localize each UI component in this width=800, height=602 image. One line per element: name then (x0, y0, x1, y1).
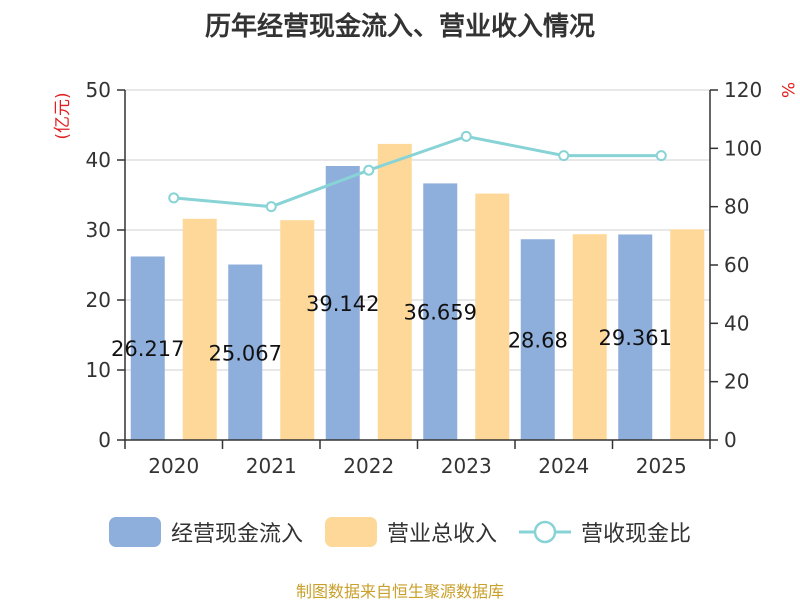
legend-label-ratio: 营收现金比 (581, 522, 692, 547)
source-note: 制图数据来自恒生聚源数据库 (295, 582, 504, 601)
x-tick-label: 2025 (636, 454, 687, 478)
bar-cash-inflow (130, 256, 165, 440)
x-tick-label: 2020 (148, 454, 199, 478)
y-tick-label-right: 0 (724, 428, 737, 452)
y-tick-label-right: 40 (724, 311, 749, 335)
y-tick-label-left: 50 (86, 78, 111, 102)
y-tick-label-left: 40 (86, 148, 111, 172)
legend: 经营现金流入 营业总收入 营收现金比 (0, 516, 800, 548)
legend-item-cash-inflow[interactable]: 经营现金流入 (108, 516, 303, 548)
point-ratio (460, 130, 472, 142)
y-tick-label-right: 80 (724, 195, 749, 219)
y-tick-label-left: 20 (86, 288, 111, 312)
legend-label-revenue: 营业总收入 (386, 522, 497, 547)
y-tick-label-left: 10 (86, 358, 111, 382)
bar-cash-inflow (618, 234, 653, 440)
bar-cash-inflow (228, 264, 263, 440)
data-label-cash-inflow: 36.659 (404, 301, 477, 325)
bar-revenue (572, 234, 607, 440)
point-ratio (655, 150, 667, 162)
bar-revenue (670, 229, 705, 440)
y-axis-right-title: % (777, 82, 797, 98)
legend-label-cash-inflow: 经营现金流入 (170, 522, 303, 547)
data-label-cash-inflow: 28.68 (508, 329, 568, 353)
x-tick-label: 2021 (246, 454, 297, 478)
y-tick-label-left: 30 (86, 218, 111, 242)
bar-revenue (377, 143, 412, 440)
point-ratio (168, 192, 180, 204)
y-tick-label-right: 60 (724, 253, 749, 277)
bar-revenue (182, 218, 217, 440)
legend-swatch-revenue (324, 517, 377, 547)
chart-title: 历年经营现金流入、营业收入情况 (204, 12, 595, 42)
data-label-cash-inflow: 26.217 (111, 337, 184, 361)
chart-area: 26.217 25.067 39.142 36.659 28.68 29.361 0 10 20… (53, 78, 797, 478)
y-tick-label-left: 0 (98, 428, 111, 452)
bar-cash-inflow (423, 183, 458, 440)
legend-swatch-cash-inflow (108, 517, 161, 547)
data-label-cash-inflow: 25.067 (209, 341, 282, 365)
y-tick-label-right: 120 (724, 78, 762, 102)
point-ratio (265, 201, 277, 213)
bar-revenue (475, 193, 510, 440)
data-label-cash-inflow: 29.361 (599, 326, 672, 350)
data-label-cash-inflow: 39.142 (306, 292, 379, 316)
bar-cash-inflow (325, 166, 360, 441)
legend-line-ratio-icon (519, 520, 571, 544)
legend-item-revenue[interactable]: 营业总收入 (324, 516, 497, 548)
bar-revenue (280, 220, 315, 440)
bar-cash-inflow (520, 239, 555, 440)
legend-item-ratio[interactable]: 营收现金比 (519, 516, 691, 548)
x-tick-label: 2024 (538, 454, 589, 478)
y-tick-label-right: 100 (724, 136, 762, 160)
series-line-ratio (173, 134, 662, 209)
point-ratio (363, 164, 375, 176)
y-tick-label-right: 20 (724, 370, 749, 394)
x-tick-label: 2022 (343, 454, 394, 478)
point-ratio (558, 150, 570, 162)
y-axis-left-title: (亿元) (53, 92, 73, 139)
x-tick-label: 2023 (441, 454, 492, 478)
